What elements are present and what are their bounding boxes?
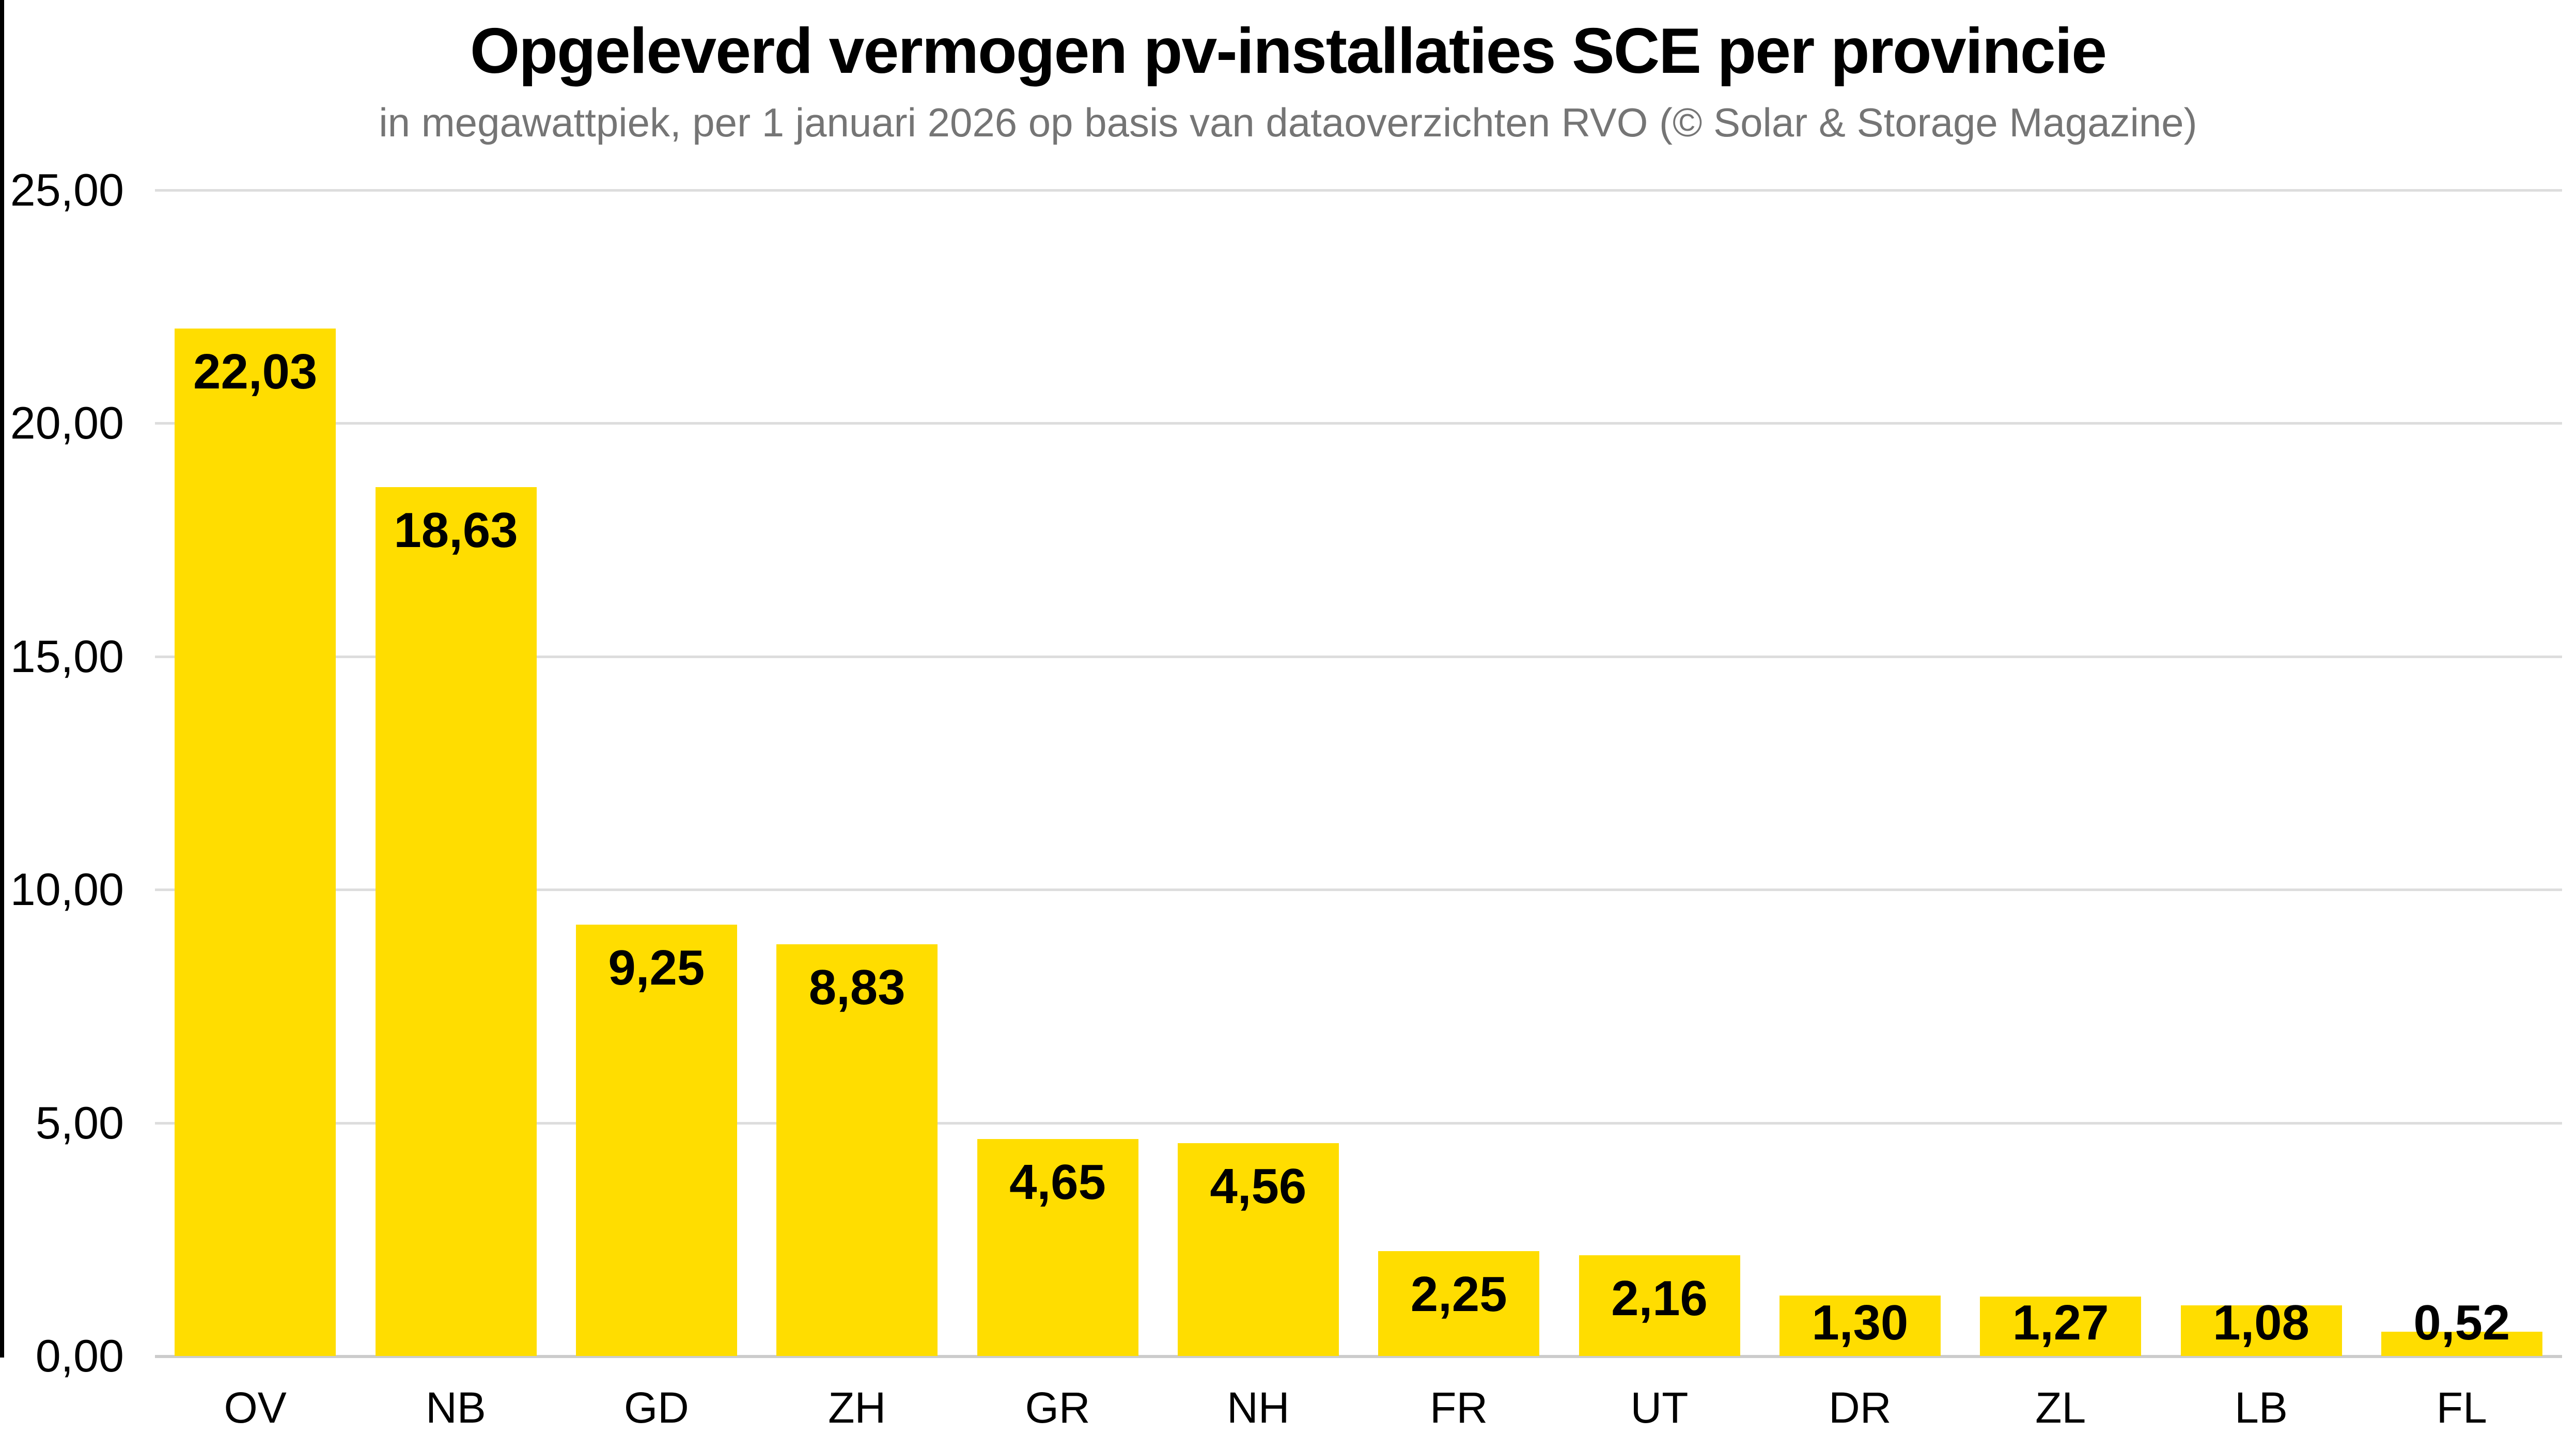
bar-value-label: 2,25 (1410, 1266, 1507, 1322)
bar-fl (2381, 1332, 2542, 1356)
x-tick-label-gr: GR (1025, 1383, 1090, 1432)
x-tick-label-fl: FL (2436, 1383, 2487, 1432)
gridline (155, 189, 2562, 192)
gridline (155, 655, 2562, 658)
gridline (155, 1121, 2562, 1125)
bar-value-label: 4,56 (1210, 1159, 1307, 1214)
x-tick-label-dr: DR (1829, 1383, 1892, 1432)
y-tick-label: 20,00 (10, 397, 124, 449)
y-axis-line (0, 0, 4, 1358)
bar-ov (175, 329, 336, 1356)
bar-value-label: 9,25 (608, 940, 705, 995)
bar-gr (977, 1139, 1138, 1356)
x-tick-label-gd: GD (623, 1383, 689, 1432)
bar-value-label: 1,27 (2012, 1295, 2109, 1350)
bar-lb (2180, 1305, 2342, 1356)
x-tick-label-ov: OV (224, 1383, 287, 1432)
bar-nh (1177, 1143, 1339, 1356)
bar-value-label: 22,03 (193, 344, 318, 400)
bar-fr (1378, 1251, 1540, 1356)
bar-value-label: 0,52 (2413, 1295, 2510, 1350)
x-tick-label-zl: ZL (2035, 1383, 2086, 1432)
y-tick-label: 15,00 (10, 630, 124, 682)
x-tick-label-zh: ZH (828, 1383, 886, 1432)
bar-value-label: 18,63 (394, 503, 518, 558)
x-tick-label-lb: LB (2235, 1383, 2288, 1432)
x-tick-label-nb: NB (426, 1383, 486, 1432)
gridline (155, 422, 2562, 425)
bar-value-label: 8,83 (808, 959, 905, 1015)
bar-zl (1980, 1297, 2142, 1356)
x-axis-baseline (155, 1355, 2562, 1358)
bar-dr (1779, 1295, 1941, 1356)
bar-value-label: 1,30 (1812, 1295, 1909, 1350)
bar-nb (375, 487, 537, 1356)
bar-zh (776, 944, 938, 1356)
bar-gd (575, 924, 737, 1356)
bar-value-label: 4,65 (1009, 1155, 1106, 1210)
chart-subtitle: in megawattpiek, per 1 januari 2026 op b… (379, 100, 2197, 145)
x-tick-label-fr: FR (1430, 1383, 1488, 1432)
y-tick-label: 0,00 (35, 1330, 124, 1381)
y-tick-label: 25,00 (10, 164, 124, 215)
gridline (155, 888, 2562, 892)
bar-ut (1579, 1255, 1740, 1356)
bar-value-label: 1,08 (2213, 1295, 2309, 1350)
chart-title: Opgeleverd vermogen pv-installaties SCE … (470, 15, 2107, 87)
y-tick-label: 5,00 (35, 1097, 124, 1148)
x-tick-label-nh: NH (1227, 1383, 1290, 1432)
bar-value-label: 2,16 (1611, 1270, 1708, 1326)
y-tick-label: 10,00 (10, 864, 124, 915)
x-tick-label-ut: UT (1630, 1383, 1689, 1432)
